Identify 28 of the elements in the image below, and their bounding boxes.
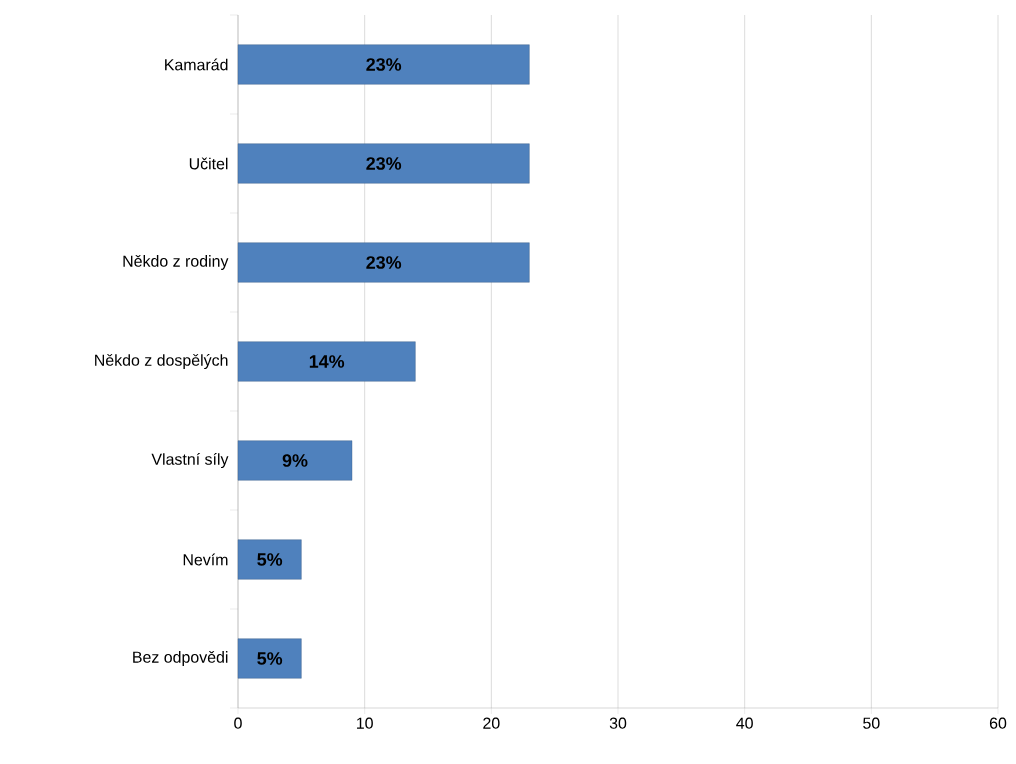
bar xyxy=(237,341,416,382)
y-tick-label: Někdo z rodiny xyxy=(123,255,229,270)
y-tick-label: Vlastní síly xyxy=(151,452,229,469)
x-tick-label: 10 xyxy=(357,717,373,729)
data-label: 23% xyxy=(366,157,402,170)
data-label: 5% xyxy=(257,652,283,665)
x-tick-label: 40 xyxy=(736,717,753,729)
bar xyxy=(237,539,302,580)
data-label: 23% xyxy=(366,58,402,71)
y-tick-label: Kamarád xyxy=(165,58,228,71)
bar xyxy=(237,242,530,283)
data-label: 9% xyxy=(282,454,308,467)
x-tick-label: 60 xyxy=(989,717,1007,729)
y-tick-label: Nevím xyxy=(183,553,228,566)
bar xyxy=(237,440,353,481)
x-tick-label: 50 xyxy=(863,717,880,729)
bar xyxy=(237,143,530,184)
data-label: 23% xyxy=(366,256,402,269)
y-tick-label: Bez odpovědi xyxy=(133,651,228,666)
y-tick-label: Učitel xyxy=(189,157,228,170)
data-label: 14% xyxy=(309,355,345,368)
bar xyxy=(237,638,302,679)
x-tick-label: 20 xyxy=(483,717,500,729)
bar xyxy=(237,44,530,85)
x-tick-label: 30 xyxy=(609,717,627,729)
x-tick-label: 0 xyxy=(234,717,242,729)
y-tick-label: Někdo z dospělých xyxy=(95,353,228,370)
data-label: 5% xyxy=(257,553,283,566)
